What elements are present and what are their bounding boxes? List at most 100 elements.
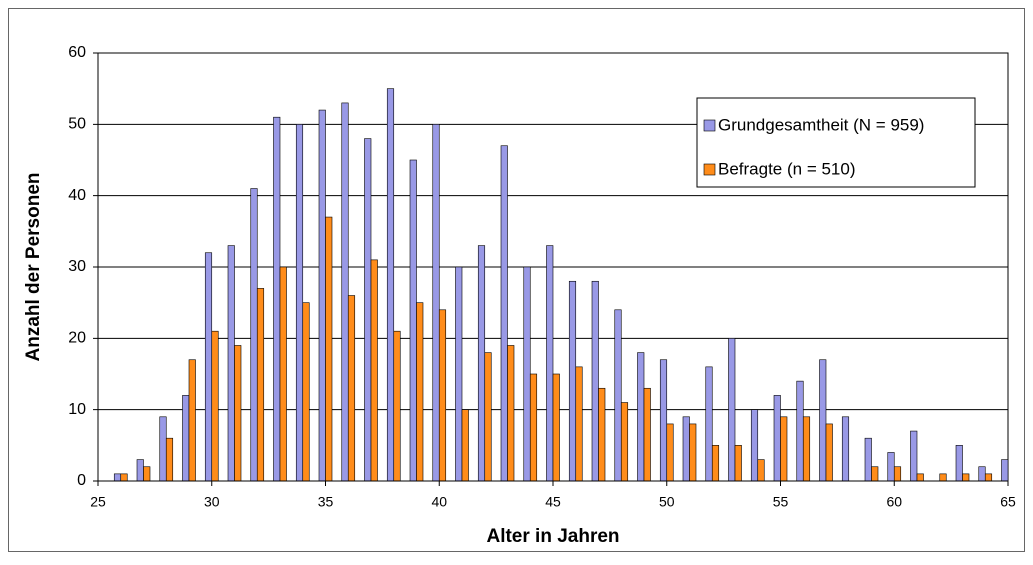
bar [796, 380, 804, 482]
bar [256, 288, 265, 482]
bar [682, 416, 690, 482]
bar [455, 266, 463, 482]
x-tick-label: 50 [659, 494, 675, 510]
bar [750, 409, 759, 482]
bar [295, 124, 304, 482]
y-axis-title: Anzahl der Personen [23, 173, 44, 362]
bar [546, 245, 554, 482]
bar [598, 387, 606, 482]
bar [825, 423, 833, 482]
bar [211, 330, 219, 482]
bar [757, 459, 765, 482]
y-tick-label: 40 [68, 187, 86, 204]
x-tick-label: 60 [886, 494, 902, 510]
bar [637, 352, 645, 482]
bar [666, 423, 674, 482]
bar [250, 188, 258, 482]
y-tick-label: 50 [68, 116, 86, 133]
bar [188, 359, 196, 482]
legend-swatch [703, 163, 716, 176]
bar [461, 409, 469, 482]
x-tick-label: 30 [204, 494, 220, 510]
bar [614, 309, 622, 482]
bar [871, 466, 879, 482]
bar [165, 437, 174, 482]
bar [432, 124, 440, 482]
bar [438, 309, 447, 482]
bar [978, 466, 986, 482]
bar [113, 473, 122, 482]
bar [347, 295, 356, 482]
y-tick-label: 0 [77, 472, 86, 489]
bar [234, 345, 242, 482]
bar [227, 245, 235, 482]
legend-box [696, 97, 976, 188]
bar [591, 280, 599, 482]
bar [409, 159, 417, 482]
bar [500, 145, 508, 482]
bar [143, 466, 151, 482]
bar [136, 459, 144, 482]
bar [864, 437, 872, 482]
bar [1001, 459, 1009, 482]
bar [802, 416, 811, 482]
bar [728, 338, 736, 482]
bar [955, 445, 963, 482]
bar [159, 416, 167, 482]
bar [643, 387, 651, 482]
x-tick-label: 45 [545, 494, 561, 510]
bar [734, 445, 742, 482]
bar [182, 395, 190, 482]
bar [416, 302, 424, 482]
bar [484, 352, 492, 482]
bar [370, 259, 378, 482]
y-tick-label: 10 [68, 401, 86, 418]
bar [620, 402, 629, 482]
x-tick-label: 65 [1000, 494, 1016, 510]
bar [568, 280, 577, 482]
x-tick-label: 25 [90, 494, 106, 510]
bar [910, 430, 918, 482]
bar [279, 266, 287, 482]
bar [939, 473, 947, 482]
bar [386, 88, 395, 482]
bar [302, 302, 310, 482]
bar [552, 373, 560, 482]
bar [705, 366, 713, 482]
bar [393, 330, 401, 482]
bar [711, 445, 720, 482]
bar [318, 109, 326, 482]
legend-label: Grundgesamtheit (N = 959) [718, 115, 924, 134]
bar [325, 216, 333, 482]
bar [523, 266, 531, 482]
bar [984, 473, 993, 482]
bar [364, 138, 372, 482]
bar [507, 345, 515, 482]
bar [887, 452, 895, 482]
bar [477, 245, 486, 482]
y-tick-label: 60 [68, 44, 86, 61]
legend-label: Befragte (n = 510) [718, 159, 856, 178]
x-axis-title: Alter in Jahren [486, 526, 619, 547]
bar [120, 473, 128, 482]
x-tick-label: 55 [773, 494, 789, 510]
bar [893, 466, 902, 482]
bar [341, 102, 349, 482]
bar [659, 359, 668, 482]
bar [273, 116, 281, 482]
bar [773, 395, 781, 482]
bar [841, 416, 850, 482]
bar [204, 252, 213, 482]
bar [529, 373, 538, 482]
bar [575, 366, 583, 482]
bar [916, 473, 924, 482]
bar [819, 359, 827, 482]
bar [962, 473, 970, 482]
legend-swatch [703, 119, 716, 132]
y-tick-label: 20 [68, 330, 86, 347]
x-tick-label: 40 [431, 494, 447, 510]
x-tick-label: 35 [318, 494, 334, 510]
y-tick-label: 30 [68, 258, 86, 275]
bar [780, 416, 788, 482]
